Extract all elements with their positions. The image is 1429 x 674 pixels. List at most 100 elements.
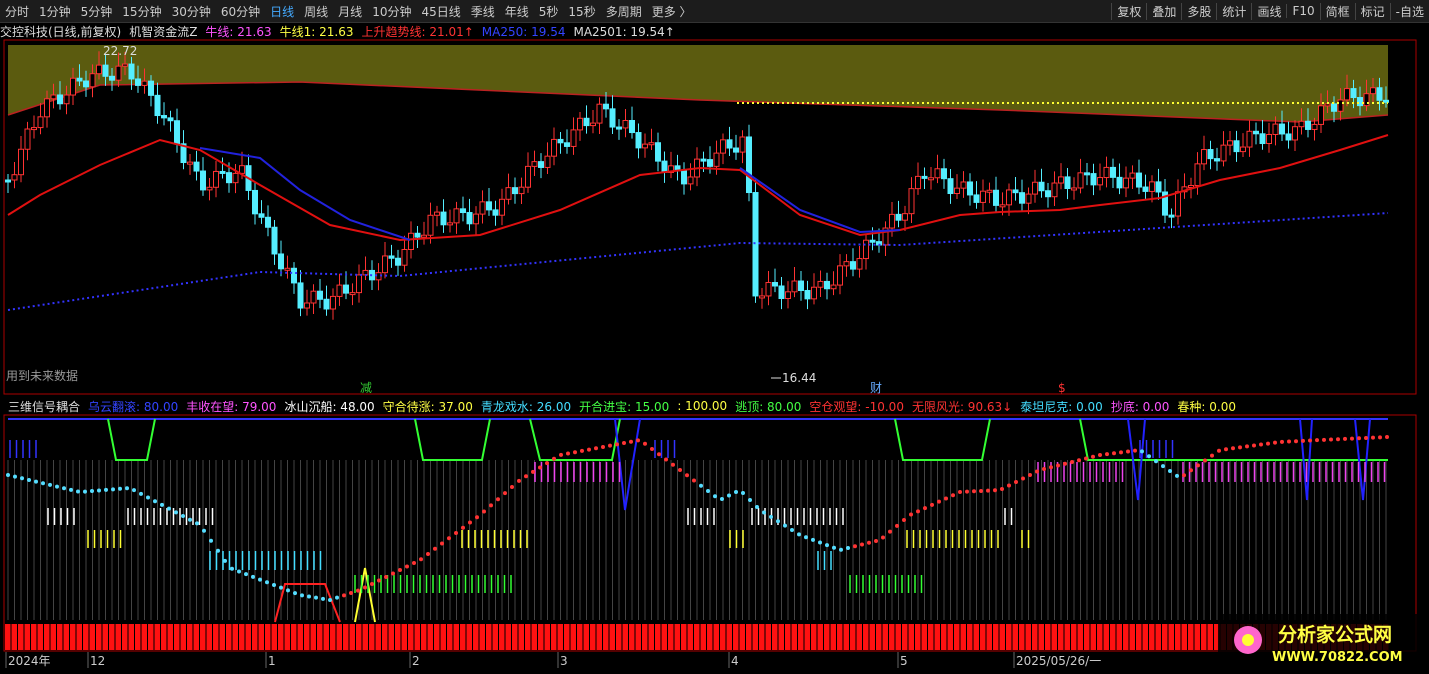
bottom-bar [1071,624,1077,650]
dot [720,497,724,501]
candle-body [1025,193,1032,204]
bottom-bar [1181,624,1187,650]
tool-button[interactable]: 统计 [1216,2,1251,20]
bottom-bar [141,624,147,650]
dot [27,477,31,482]
dot [1084,456,1088,461]
candle-body [1305,120,1311,130]
bottom-bar [440,624,446,650]
candle-body [1194,163,1201,186]
tool-button[interactable]: 叠加 [1146,2,1181,20]
candle-body [869,239,876,243]
dot [1287,439,1291,444]
period-tab[interactable]: 15秒 [568,4,596,19]
dot [48,482,52,487]
tool-button[interactable]: 多股 [1181,2,1216,20]
bottom-bar [960,624,966,650]
bottom-bar [531,624,537,650]
dot [41,481,45,486]
dot [1378,435,1382,440]
bottom-bar [941,624,947,650]
bottom-bar [811,624,817,650]
candle-body [1207,149,1214,160]
candle-body [635,132,642,149]
period-tab[interactable]: 30分钟 [171,4,211,19]
bottom-bar [31,624,37,650]
candle-body [63,94,70,105]
bottom-bar [622,624,628,650]
candle-body [1344,88,1350,101]
tool-button[interactable]: -自选 [1389,2,1429,20]
period-tab[interactable]: 60分钟 [220,4,261,19]
period-tab[interactable]: 日线 [270,4,295,19]
dot [1196,463,1200,468]
bottom-bar [895,624,901,650]
bottom-bar [863,624,869,650]
dot [629,439,633,444]
period-tab[interactable]: 分时 [5,4,30,19]
period-tab[interactable]: 1分钟 [39,4,71,19]
bottom-bar [947,624,953,650]
bottom-bar [954,624,960,650]
bottom-bar [330,624,336,650]
dot [755,505,759,509]
period-tab[interactable]: 季线 [470,4,495,19]
bottom-bar [70,624,76,650]
period-tab[interactable]: 年线 [504,4,529,19]
candle-body [655,142,661,162]
dot [1315,438,1319,443]
bottom-bar [551,624,557,650]
toolbar: 分时 1分钟 5分钟 15分钟 30分钟 60分钟 日线 周线 月线 10分钟 45日线 季线 年线 5秒… [0,0,1429,23]
candle-body [1006,189,1012,206]
period-tab[interactable]: 5分钟 [80,4,113,19]
tool-button[interactable]: 标记 [1354,2,1390,20]
bottom-bar [57,624,63,650]
dot [412,561,416,565]
dot [650,447,654,451]
spike [1299,418,1313,501]
dot [286,588,290,593]
bottom-bar [876,624,882,650]
tool-button[interactable]: 复权 [1111,2,1146,20]
tool-button[interactable]: 画线 [1251,2,1286,20]
period-tab[interactable]: 月线 [338,4,363,19]
candle-body [993,189,999,206]
bottom-bar [148,624,154,650]
period-tab[interactable]: 10分钟 [372,4,412,19]
dot [132,488,136,493]
candle-body [1155,181,1162,193]
candle-body [798,280,804,291]
tool-button[interactable]: 简框 [1319,2,1355,20]
bottom-bar [707,624,713,650]
dot [1252,443,1256,448]
tool-button[interactable]: F10 [1286,4,1319,18]
dot [1175,473,1179,478]
candle-body [505,187,512,200]
bottom-bar [76,624,82,650]
candle-body [525,165,531,188]
candle-body [577,117,583,131]
bottom-bar [915,624,921,650]
bottom-bar [18,624,24,650]
candle-body [193,161,200,172]
header-item: MA2501: 19.54↑ [573,24,675,39]
bottom-bar [1077,624,1083,650]
dot [1189,468,1193,473]
period-tab[interactable]: 多周期 [605,4,642,19]
period-tab[interactable]: 更多 〉 [651,4,692,19]
header-item: 无限风光: 90.63↓ [911,399,1013,414]
candle-body [349,292,356,296]
bottom-bar [583,624,589,650]
period-tab[interactable]: 45日线 [421,4,461,19]
candle-body [661,160,668,173]
dot [678,468,682,472]
period-tab[interactable]: 5秒 [538,4,559,19]
period-tab[interactable]: 15分钟 [122,4,162,19]
dot [153,499,157,504]
dot [580,448,584,453]
bottom-bar [1110,624,1116,650]
period-tab[interactable]: 周线 [304,4,329,19]
dot [377,578,381,583]
candle-body [154,94,161,117]
bottom-bar [1175,624,1181,650]
